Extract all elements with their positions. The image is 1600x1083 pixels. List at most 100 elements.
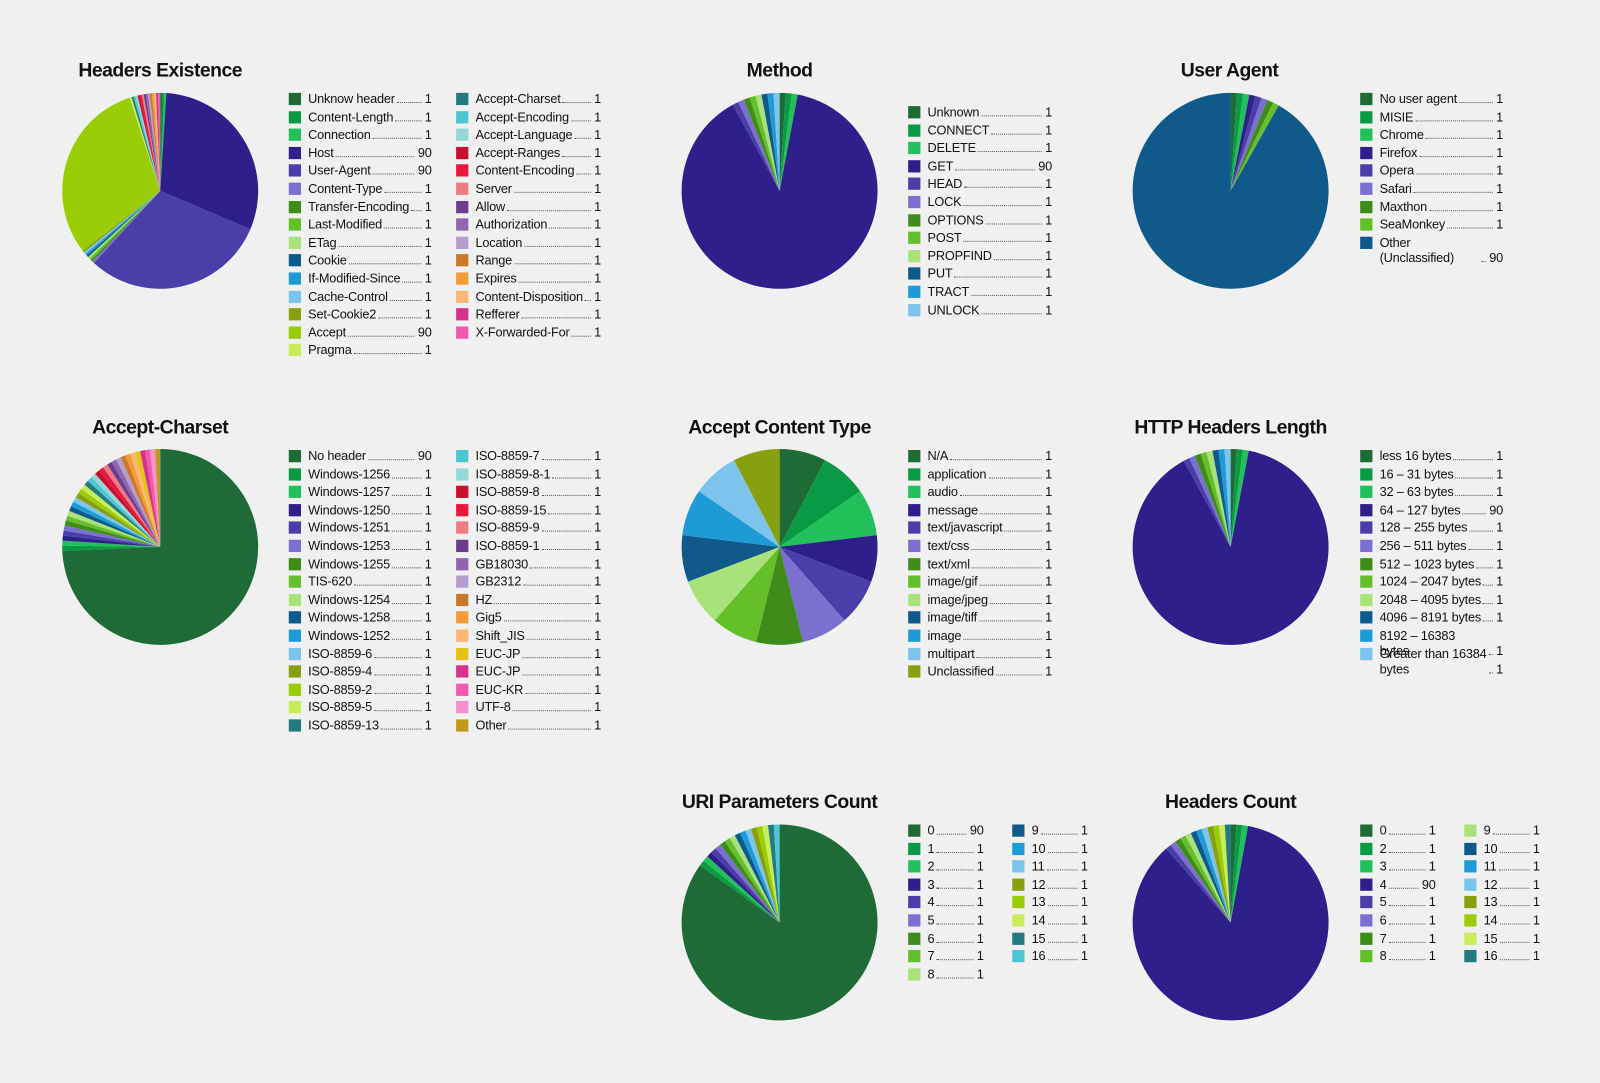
- pie-slice: [62, 530, 161, 547]
- legend-swatch: [456, 218, 469, 231]
- legend-leader: [1047, 887, 1078, 889]
- legend-leader: [1483, 584, 1494, 586]
- legend-value: 1: [1496, 661, 1504, 677]
- legend-leader: [1388, 923, 1426, 925]
- legend-value: 1: [594, 91, 602, 107]
- legend-swatch: [456, 719, 469, 732]
- legend-leader: [513, 191, 592, 193]
- legend-item: 10 1: [1012, 841, 1088, 856]
- legend-label: ISO-8859-2: [308, 682, 373, 697]
- legend-leader: [1492, 833, 1530, 835]
- legend-swatch: [456, 272, 469, 285]
- legend-label: UNLOCK: [927, 302, 980, 317]
- legend-label: ISO-8859-15: [475, 502, 547, 518]
- legend-label: 14: [1483, 913, 1498, 928]
- pie-slice: [62, 545, 161, 551]
- legend-item: Content-Disposition 1: [456, 289, 601, 304]
- pie-slice: [90, 190, 161, 262]
- legend-item: POST 1: [908, 231, 1052, 246]
- legend-leader: [374, 710, 422, 712]
- legend-value: 1: [976, 841, 984, 856]
- legend-label: 4096 – 8191 bytes: [1379, 610, 1482, 625]
- legend-label: GB2312: [475, 574, 522, 589]
- legend-label: Authorization: [475, 217, 548, 232]
- pie-slice: [1230, 100, 1274, 191]
- legend-swatch: [908, 142, 921, 155]
- legend-item: 2048 – 4095 bytes 1: [1360, 593, 1503, 608]
- pie-slice: [62, 97, 161, 251]
- legend-item: multipart 1: [908, 647, 1052, 662]
- pie-slice: [1218, 449, 1231, 547]
- legend-swatch: [1012, 932, 1025, 945]
- legend-value: 1: [424, 91, 432, 107]
- legend-item: ISO-8859-1 1: [456, 539, 601, 554]
- legend-label: PUT: [927, 266, 953, 282]
- legend-swatch: [456, 182, 469, 195]
- pie-slice: [734, 832, 780, 923]
- legend-label: text/xml: [927, 556, 971, 572]
- legend-value: 1: [594, 325, 602, 340]
- legend-label: multipart: [927, 646, 975, 661]
- legend-value: 1: [1080, 877, 1088, 892]
- legend-item: 12 1: [1464, 877, 1540, 892]
- legend-swatch: [456, 92, 469, 106]
- legend-label: Windows-1252: [308, 628, 391, 643]
- legend-leader: [518, 281, 592, 283]
- legend-label: 256 – 511 bytes: [1379, 538, 1467, 554]
- legend-item: Server 1: [456, 182, 601, 197]
- legend-value: 90: [1038, 158, 1053, 174]
- legend-item: TIS-620 1: [288, 574, 432, 590]
- legend-swatch: [1464, 878, 1477, 891]
- legend-value: 1: [1428, 949, 1436, 964]
- legend-swatch: [288, 308, 302, 321]
- legend-value: 1: [1045, 194, 1053, 210]
- legend-value: 1: [1496, 466, 1504, 482]
- legend-leader: [955, 169, 1036, 171]
- legend-value: 1: [594, 466, 602, 482]
- legend-value: 1: [424, 574, 432, 589]
- legend-swatch: [456, 326, 469, 339]
- legend-swatch: [456, 485, 469, 499]
- pie-slice: [156, 92, 161, 191]
- legend-value: 1: [424, 289, 432, 304]
- pie-slice: [120, 455, 161, 547]
- legend-value: 1: [1080, 859, 1088, 874]
- legend-item: GB2312 1: [456, 575, 601, 590]
- legend-label: 12: [1031, 877, 1046, 892]
- pie-slice: [698, 460, 780, 547]
- legend-label: Connection: [308, 127, 371, 143]
- legend-item: UNLOCK 1: [908, 303, 1052, 318]
- legend-leader: [372, 173, 415, 175]
- legend-swatch: [908, 231, 921, 245]
- legend-swatch: [288, 92, 302, 106]
- legend-label: No header: [308, 448, 366, 464]
- legend-value: 1: [1045, 141, 1053, 156]
- legend-label: ISO-8859-13: [308, 718, 379, 733]
- pie-slice: [1224, 448, 1231, 547]
- legend-label: 32 – 63 bytes: [1379, 484, 1454, 500]
- legend-swatch: [288, 521, 302, 535]
- pie-slice: [1230, 102, 1279, 191]
- legend-value: 1: [594, 520, 602, 536]
- legend-leader: [936, 887, 974, 889]
- legend-swatch: [908, 611, 921, 624]
- legend-leader: [963, 638, 1043, 640]
- legend-leader: [392, 548, 422, 550]
- legend-leader: [1455, 495, 1494, 497]
- legend-label: GB18030: [475, 556, 529, 572]
- legend-leader: [392, 602, 422, 604]
- pie-slice: [1170, 841, 1231, 923]
- pie-slice: [89, 190, 161, 261]
- legend-swatch: [1360, 950, 1373, 963]
- legend-item: ISO-8859-6 1: [288, 647, 432, 662]
- legend-swatch: [908, 159, 921, 173]
- pie-slice: [767, 93, 780, 191]
- legend-label: ISO-8859-8: [475, 484, 540, 500]
- legend-value: 1: [424, 628, 432, 643]
- legend-label: Windows-1258: [308, 610, 391, 625]
